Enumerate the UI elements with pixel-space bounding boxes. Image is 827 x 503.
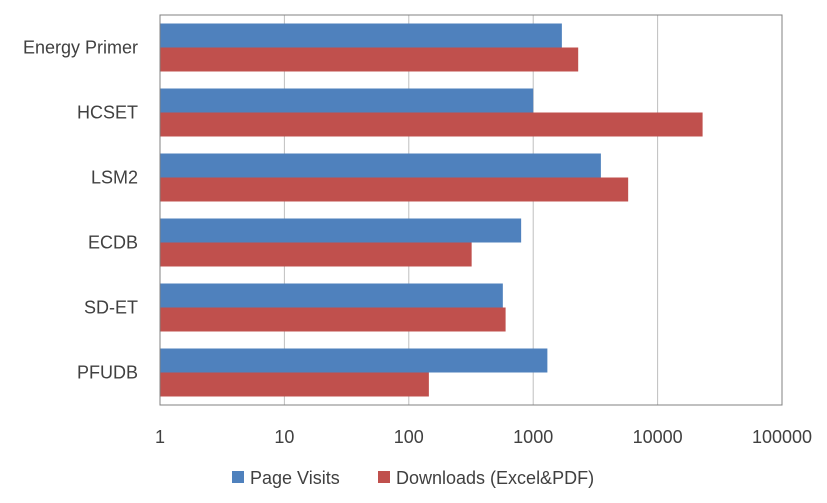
bars xyxy=(160,23,703,397)
gridlines xyxy=(283,15,659,405)
bar-page-visits xyxy=(160,23,562,48)
bar-page-visits xyxy=(160,88,534,113)
legend: Page Visits Downloads (Excel&PDF) xyxy=(232,468,594,488)
x-tick-label: 10000 xyxy=(633,427,683,447)
bar-downloads xyxy=(160,112,703,137)
legend-swatch xyxy=(232,471,244,483)
bar-downloads xyxy=(160,307,506,332)
category-label: Energy Primer xyxy=(23,38,138,58)
bar-page-visits xyxy=(160,218,522,243)
category-label: PFUDB xyxy=(77,363,138,383)
bar-page-visits xyxy=(160,283,503,308)
bar-page-visits xyxy=(160,348,548,373)
bar-page-visits xyxy=(160,153,601,178)
legend-label: Downloads (Excel&PDF) xyxy=(396,468,594,488)
plot-area-border xyxy=(159,14,783,406)
x-tick-label: 1 xyxy=(155,427,165,447)
y-axis-categories: Energy Primer HCSET LSM2 ECDB SD-ET PFUDB xyxy=(23,38,138,383)
x-tick-label: 100 xyxy=(394,427,424,447)
category-label: HCSET xyxy=(77,103,138,123)
category-label: ECDB xyxy=(88,233,138,253)
legend-label: Page Visits xyxy=(250,468,340,488)
bar-downloads xyxy=(160,242,472,267)
bar-downloads xyxy=(160,372,429,397)
bar-downloads xyxy=(160,47,579,72)
category-label: SD-ET xyxy=(84,298,138,318)
x-tick-label: 100000 xyxy=(752,427,812,447)
x-tick-label: 10 xyxy=(274,427,294,447)
x-axis-ticks: 1 10 100 1000 10000 100000 xyxy=(155,427,812,447)
category-label: LSM2 xyxy=(91,168,138,188)
x-tick-label: 1000 xyxy=(513,427,553,447)
bar-downloads xyxy=(160,177,629,202)
legend-swatch xyxy=(378,471,390,483)
